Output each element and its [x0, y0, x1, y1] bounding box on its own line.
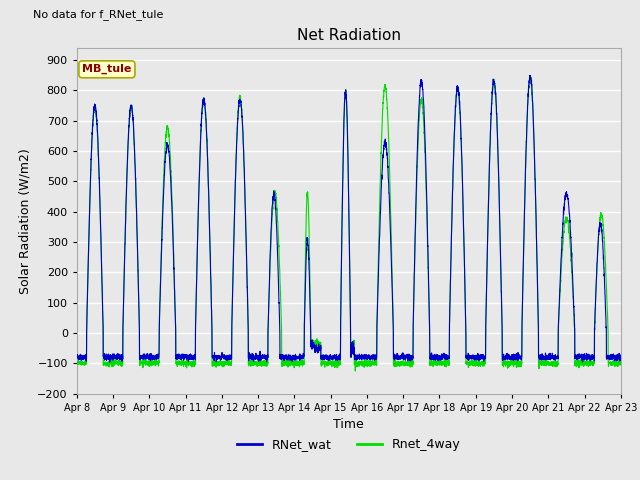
Text: No data for f_RNet_tule: No data for f_RNet_tule — [33, 10, 164, 20]
Text: MB_tule: MB_tule — [82, 64, 132, 74]
X-axis label: Time: Time — [333, 418, 364, 431]
Title: Net Radiation: Net Radiation — [297, 28, 401, 43]
Legend: RNet_wat, Rnet_4way: RNet_wat, Rnet_4way — [232, 433, 466, 456]
Y-axis label: Solar Radiation (W/m2): Solar Radiation (W/m2) — [19, 148, 32, 294]
